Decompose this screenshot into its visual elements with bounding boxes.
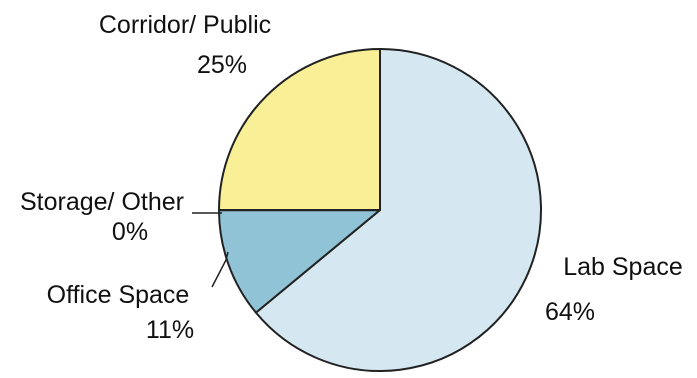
slice-label-lab-space: Lab Space	[563, 253, 683, 281]
slice-label-storage-other: Storage/ Other	[20, 188, 184, 216]
pie-slice-office-space	[218, 209, 381, 314]
slice-value-lab-space: 64%	[545, 298, 595, 326]
leader-line-office-space	[211, 251, 229, 288]
pie-slice-lab-space	[254, 48, 542, 372]
slice-value-office-space: 11%	[146, 316, 194, 344]
pie-slice-corridor-public	[218, 48, 381, 211]
slice-label-office-space: Office Space	[47, 281, 190, 309]
pie-slices	[218, 48, 542, 372]
slice-label-corridor-public: Corridor/ Public	[99, 11, 271, 39]
slice-value-corridor-public: 25%	[197, 51, 247, 79]
slice-value-storage-other: 0%	[112, 218, 148, 246]
leader-lines	[192, 212, 229, 288]
